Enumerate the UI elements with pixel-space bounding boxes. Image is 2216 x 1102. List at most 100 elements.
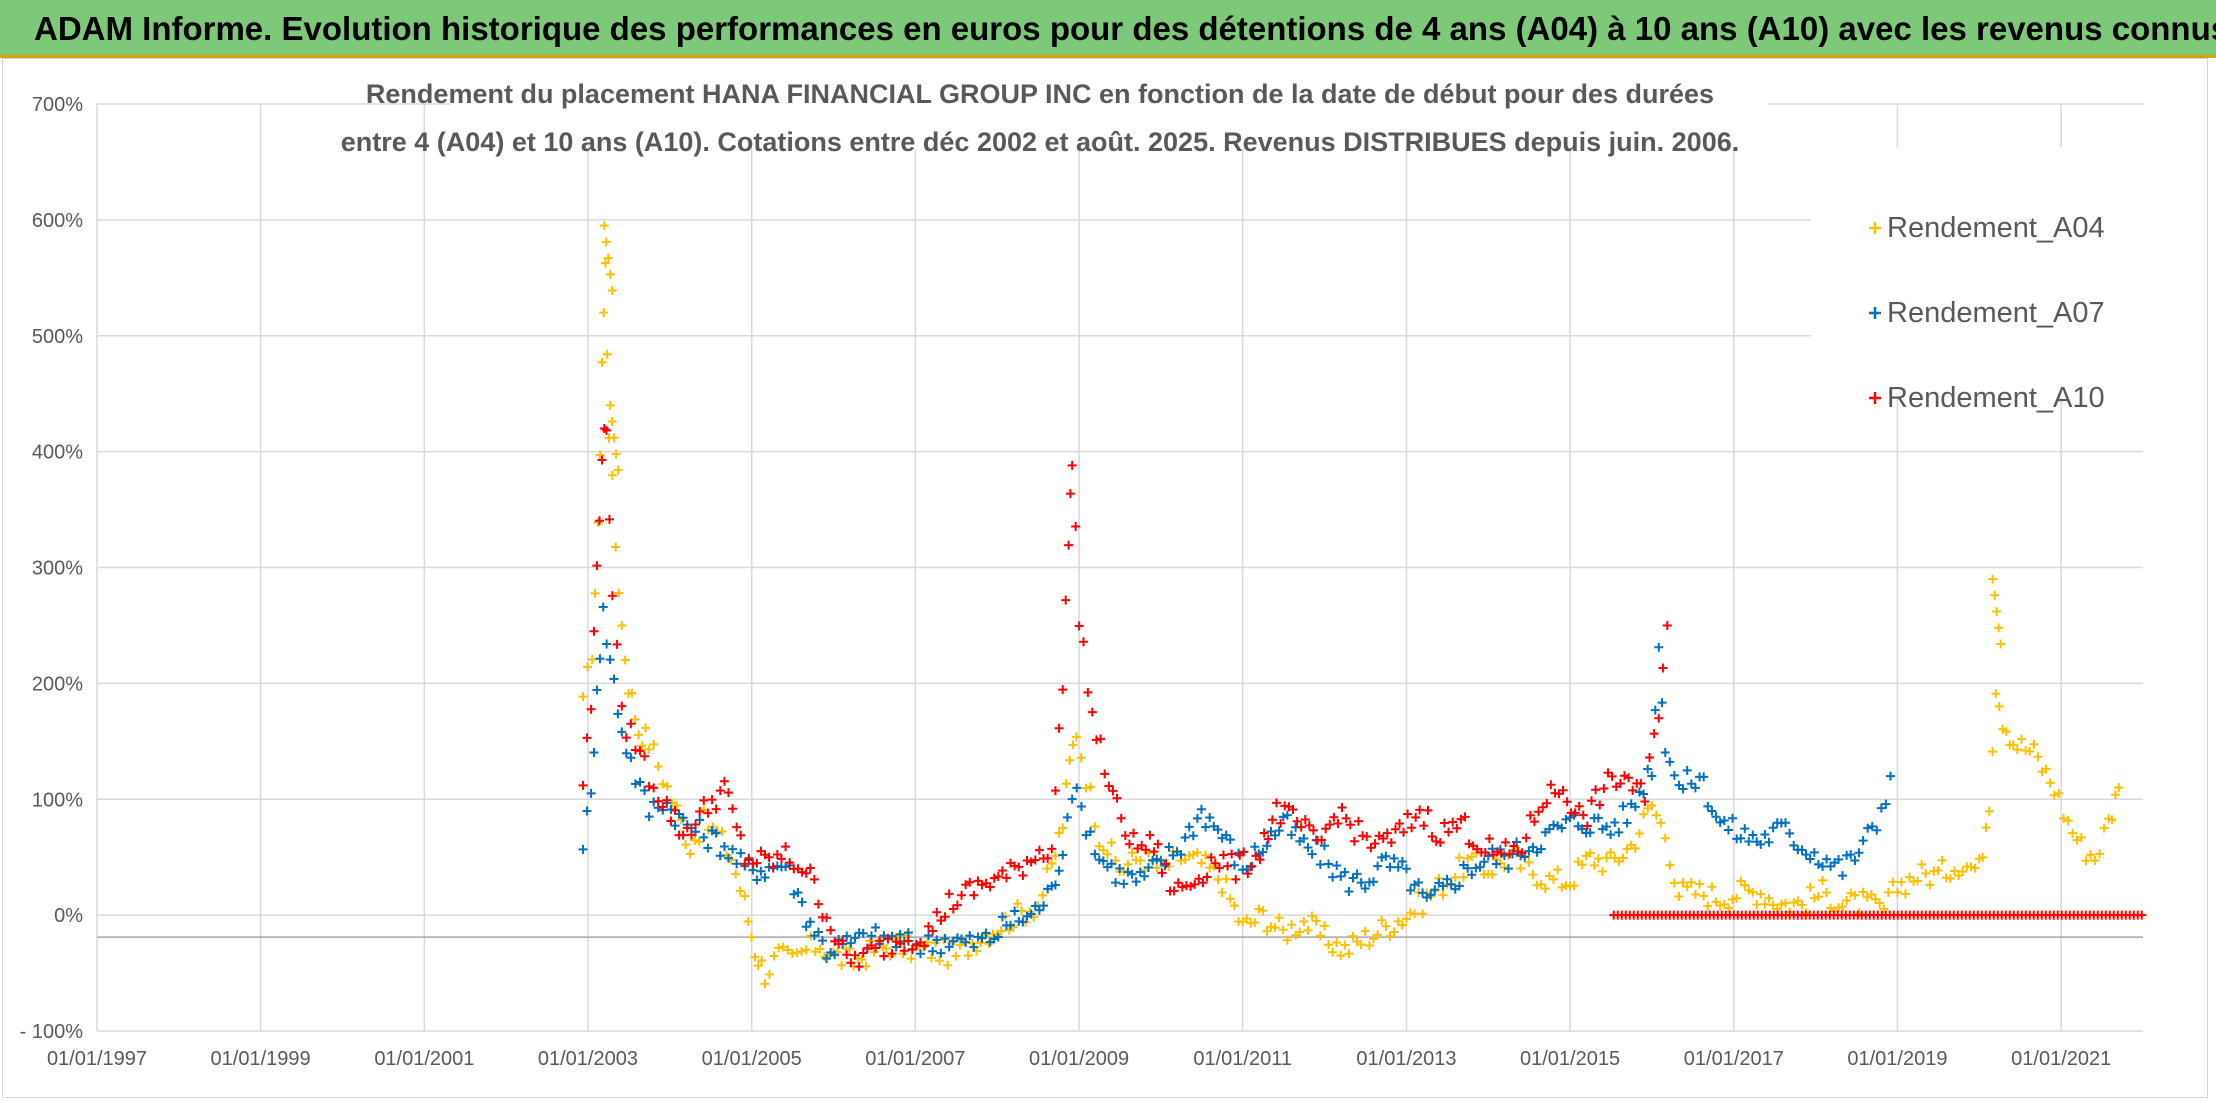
data-point (1098, 856, 1108, 866)
data-point (793, 887, 803, 897)
data-point (932, 935, 942, 945)
data-point (1014, 862, 1024, 872)
data-point (635, 777, 645, 787)
data-point (797, 897, 807, 907)
data-point (653, 796, 663, 806)
data-point (1058, 850, 1068, 860)
data-point (769, 951, 779, 961)
data-point (826, 925, 836, 935)
data-point (595, 654, 605, 664)
data-point (1356, 878, 1366, 888)
data-point (1994, 701, 2004, 711)
data-point (599, 308, 609, 318)
data-point (1068, 740, 1078, 750)
data-point (1418, 888, 1428, 898)
data-point (653, 762, 663, 772)
data-point (858, 928, 868, 938)
data-point (1678, 784, 1688, 794)
data-point (640, 786, 650, 796)
data-point (2095, 849, 2105, 859)
data-point (613, 709, 623, 719)
data-point (1373, 930, 1383, 940)
data-point (1083, 687, 1093, 697)
data-point (1740, 824, 1750, 834)
data-point (1585, 828, 1595, 838)
data-point (1748, 830, 1758, 840)
data-point (1711, 812, 1721, 822)
data-point (1881, 799, 1891, 809)
data-point (1484, 834, 1494, 844)
data-point (1587, 796, 1597, 806)
data-point (985, 882, 995, 892)
data-point (685, 849, 695, 859)
data-point (681, 840, 691, 850)
data-point (1381, 851, 1391, 861)
data-point (723, 853, 733, 863)
data-point (1647, 771, 1657, 781)
data-point (1278, 812, 1288, 822)
data-point (993, 932, 1003, 942)
data-point (1406, 908, 1416, 918)
data-point (594, 516, 604, 526)
data-point (1789, 840, 1799, 850)
data-point (1292, 816, 1302, 826)
data-point (781, 842, 791, 852)
data-point (1707, 806, 1717, 816)
data-point (1978, 852, 1988, 862)
data-point (699, 832, 709, 842)
data-point (837, 960, 847, 970)
data-point (1332, 861, 1342, 871)
data-point (2012, 745, 2022, 755)
data-point (1152, 854, 1162, 864)
data-point (1038, 890, 1048, 900)
data-point (605, 269, 615, 279)
data-point (719, 776, 729, 786)
data-point (866, 931, 876, 941)
data-point (1071, 522, 1081, 532)
data-point (842, 950, 852, 960)
data-point (1921, 868, 1931, 878)
data-point (924, 921, 934, 931)
data-point (1368, 934, 1378, 944)
x-tick-label: 01/01/2009 (1029, 1048, 1129, 1070)
data-point (1076, 802, 1086, 812)
data-point (1311, 916, 1321, 926)
data-point (1081, 783, 1091, 793)
data-point (1324, 940, 1334, 950)
data-point (1153, 839, 1163, 849)
data-point (1262, 926, 1272, 936)
x-tick-label: 01/01/2011 (1193, 1048, 1292, 1070)
data-point (871, 943, 881, 953)
data-point (1728, 894, 1738, 904)
data-point (1085, 782, 1095, 792)
data-point (1107, 838, 1117, 848)
data-point (1732, 893, 1742, 903)
data-point (846, 958, 856, 968)
data-point (1190, 879, 1200, 889)
data-point (617, 701, 627, 711)
data-point (815, 944, 825, 954)
data-point (1597, 866, 1607, 876)
data-point (1690, 783, 1700, 793)
data-point (1448, 817, 1458, 827)
chart-title-block: Rendement du placement HANA FINANCIAL GR… (341, 61, 1769, 157)
data-point (1192, 848, 1202, 858)
data-point (2107, 815, 2117, 825)
data-point (1444, 827, 1454, 837)
data-point (1090, 849, 1100, 859)
data-point (1654, 713, 1664, 723)
banner-title: ADAM Informe. Evolution historique des p… (0, 0, 2216, 58)
data-point (1272, 798, 1282, 808)
data-point (1639, 789, 1649, 799)
data-point (1528, 842, 1538, 852)
data-point (728, 804, 738, 814)
data-point (686, 830, 696, 840)
data-point (1156, 856, 1166, 866)
data-point (1180, 832, 1190, 842)
data-point (1377, 852, 1387, 862)
data-point (1834, 855, 1844, 865)
data-point (1104, 781, 1114, 791)
data-point (740, 891, 750, 901)
data-point (1822, 887, 1832, 897)
data-point (1282, 810, 1292, 820)
